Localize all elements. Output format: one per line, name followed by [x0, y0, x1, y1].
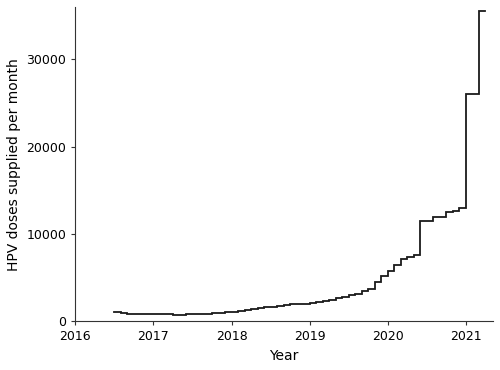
Y-axis label: HPV doses supplied per month: HPV doses supplied per month [7, 58, 21, 270]
X-axis label: Year: Year [270, 349, 299, 363]
